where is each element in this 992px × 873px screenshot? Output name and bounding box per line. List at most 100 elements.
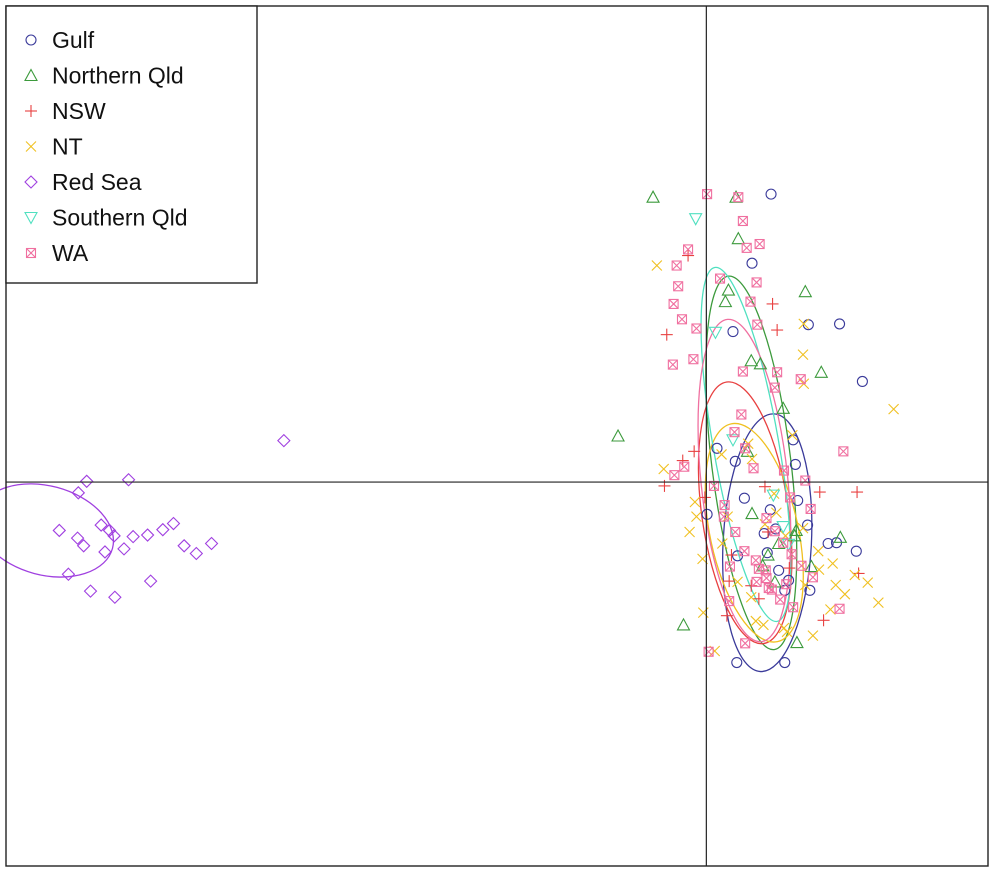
legend: Gulf Northern Qld NSW NT Red Sea Southern Qld… — [5, 5, 258, 284]
point-wa — [805, 503, 816, 514]
point-wa — [718, 511, 729, 522]
point-northern-qld — [753, 356, 768, 370]
point-wa — [778, 537, 789, 548]
point-red-sea — [61, 567, 76, 581]
point-nt — [746, 453, 758, 465]
point-wa — [781, 579, 792, 590]
legend-item-nt: NT — [25, 134, 83, 160]
point-gulf — [779, 656, 791, 669]
ellipse-nt — [704, 422, 804, 643]
point-wa — [736, 409, 747, 420]
point-nt — [825, 604, 836, 615]
ellipse-red-sea — [0, 483, 115, 578]
point-northern-qld — [776, 401, 791, 414]
legend-marker-red-sea — [24, 175, 38, 189]
point-wa — [724, 561, 735, 572]
point-red-sea — [117, 542, 131, 556]
series-southern-qld — [688, 213, 796, 552]
point-wa — [729, 427, 740, 438]
point-red-sea — [83, 584, 98, 598]
point-nsw — [851, 486, 864, 499]
point-gulf — [856, 375, 868, 388]
ellipse-gulf — [721, 413, 813, 673]
point-gulf — [746, 257, 758, 269]
legend-label-northern-qld: Northern Qld — [52, 63, 184, 89]
point-nsw — [660, 328, 673, 341]
plot-frame — [5, 5, 989, 867]
point-gulf — [789, 458, 801, 470]
point-wa — [775, 594, 786, 605]
legend-marker-gulf — [25, 34, 37, 46]
point-nsw — [745, 579, 758, 592]
point-wa — [769, 526, 780, 537]
point-nt — [781, 626, 793, 638]
legend-marker-wa — [25, 247, 37, 259]
point-nt — [798, 318, 810, 330]
point-wa — [786, 549, 797, 560]
legend-box — [5, 5, 258, 284]
point-nsw — [720, 609, 733, 622]
point-red-sea — [98, 545, 112, 559]
point-wa — [671, 260, 682, 271]
point-nt — [689, 496, 701, 508]
point-wa — [778, 465, 790, 476]
point-wa — [785, 492, 796, 503]
point-nt — [827, 558, 839, 569]
point-northern-qld — [761, 547, 775, 561]
data-points — [52, 188, 899, 669]
point-nt — [750, 615, 762, 627]
confidence-ellipses — [0, 266, 813, 673]
point-wa — [708, 480, 720, 491]
point-red-sea — [140, 528, 155, 542]
point-gulf — [761, 547, 773, 559]
point-wa — [691, 323, 702, 334]
point-red-sea — [204, 536, 219, 551]
point-red-sea — [70, 531, 85, 545]
point-nsw — [783, 562, 796, 575]
ellipse-wa — [697, 318, 792, 643]
point-red-sea — [143, 574, 158, 588]
point-wa — [772, 367, 783, 378]
point-wa — [751, 277, 762, 288]
point-red-sea — [94, 518, 108, 532]
legend-entries: Gulf Northern Qld NSW NT Red Sea Southern Qld… — [24, 27, 188, 266]
point-gulf — [850, 545, 862, 557]
point-wa — [668, 298, 679, 309]
point-northern-qld — [740, 444, 755, 457]
point-red-sea — [126, 529, 140, 544]
point-wa — [769, 382, 780, 393]
point-wa — [679, 461, 690, 472]
point-gulf — [802, 519, 814, 531]
point-wa — [754, 238, 765, 250]
point-northern-qld — [676, 617, 691, 631]
point-northern-qld — [790, 635, 804, 649]
legend-item-red-sea: Red Sea — [24, 169, 142, 195]
legend-label-southern-qld: Southern Qld — [52, 205, 188, 231]
point-wa — [724, 596, 735, 607]
point-nsw — [771, 324, 784, 337]
point-nsw — [752, 592, 765, 605]
point-wa — [800, 475, 811, 486]
point-red-sea — [121, 472, 136, 487]
point-nt — [722, 511, 734, 523]
point-nsw — [852, 567, 865, 580]
point-red-sea — [52, 523, 67, 538]
point-wa — [740, 638, 751, 649]
point-wa — [748, 463, 759, 474]
point-red-sea — [177, 539, 191, 553]
point-nt — [651, 260, 663, 271]
legend-marker-southern-qld — [24, 211, 38, 225]
series-wa — [667, 189, 849, 657]
point-wa — [730, 526, 741, 538]
point-nsw — [682, 249, 695, 262]
point-nsw — [766, 297, 779, 310]
point-wa — [673, 281, 684, 292]
point-nt — [716, 449, 727, 460]
point-wa — [739, 546, 750, 557]
point-nt — [797, 522, 809, 534]
legend-label-gulf: Gulf — [52, 27, 95, 53]
point-nsw — [688, 445, 701, 458]
point-gulf — [758, 527, 770, 540]
legend-label-nt: NT — [52, 134, 83, 160]
